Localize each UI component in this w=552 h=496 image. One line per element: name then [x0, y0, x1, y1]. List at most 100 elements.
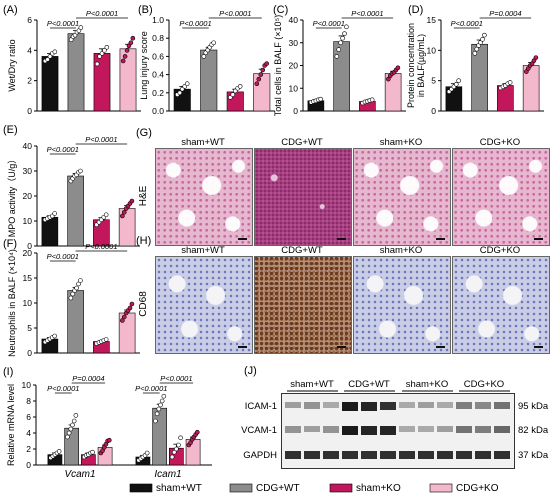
chart-d: (D) 0 5 10 15 Protein concentration in BALF(µg…: [406, 4, 544, 116]
data-point: [201, 54, 207, 59]
blot-band: [437, 426, 453, 433]
x-tick-label: Vcam1: [64, 469, 95, 480]
data-point: [103, 212, 109, 218]
data-point: [340, 35, 345, 41]
data-point: [178, 435, 183, 441]
legend-swatch: [329, 483, 353, 493]
p-value-label: P<0.0001: [47, 252, 79, 261]
bar-cdg-wt: [64, 427, 79, 466]
column-label: sham+WT: [181, 137, 225, 148]
y-axis-label: Protein concentration: [406, 23, 416, 108]
cd68-scalebar-3: [436, 346, 445, 348]
he-image-sham-wt: [155, 148, 253, 246]
p-value-label: P<0.0001: [47, 384, 79, 393]
data-point: [127, 305, 133, 311]
data-point: [70, 291, 76, 297]
data-point: [94, 61, 100, 67]
bar-cdg-ko: [97, 447, 113, 466]
data-point: [342, 31, 347, 36]
y-tick-label: 30: [23, 166, 33, 176]
data-point: [104, 44, 110, 50]
data-point: [120, 318, 125, 323]
blot-band: [361, 426, 377, 435]
data-point: [56, 449, 62, 454]
y-tick-label: 0: [26, 460, 31, 470]
blot-band: [323, 402, 339, 409]
data-point: [453, 82, 459, 87]
data-point: [474, 46, 480, 52]
data-point: [90, 449, 95, 455]
y-tick-label: 20: [289, 61, 299, 71]
data-point: [47, 54, 53, 59]
column-label: CDG+KO: [480, 137, 520, 148]
data-point: [158, 402, 163, 408]
blot-band: [323, 426, 339, 433]
data-point: [338, 40, 343, 46]
he-image-cdg-wt: [254, 148, 352, 246]
data-point: [472, 51, 478, 56]
data-point: [128, 40, 134, 46]
data-point: [336, 47, 342, 52]
data-point: [154, 411, 160, 417]
blot-band: [304, 402, 320, 409]
p-value-label: P<0.0001: [85, 135, 117, 144]
blot-kda-label: 82 kDa: [518, 425, 549, 436]
blot-band: [475, 426, 491, 433]
data-point: [70, 422, 75, 428]
data-point: [45, 57, 50, 62]
he-scalebar-3: [436, 238, 445, 240]
p-value-label: P<0.0001: [135, 384, 167, 393]
panel-label: (B): [138, 4, 153, 16]
y-tick-label: 6: [26, 412, 31, 422]
blot-band: [418, 451, 434, 460]
y-axis-label: Relative mRNA level: [6, 384, 16, 466]
he-scalebar-1: [238, 238, 247, 240]
bar-cdg-ko: [119, 48, 137, 112]
blot-band: [399, 451, 415, 460]
data-point: [260, 67, 266, 73]
blot-band: [456, 402, 472, 409]
y-axis-label: in BALF(µg/mL): [416, 34, 426, 97]
data-point: [177, 90, 183, 96]
panel-label: (H): [136, 235, 151, 247]
column-label: CDG+KO: [480, 245, 520, 256]
legend-swatch: [129, 483, 153, 493]
legend-swatch: [229, 483, 253, 493]
p-value-label: P<0.0001: [219, 9, 251, 18]
panel-label: (J): [244, 365, 257, 377]
cd68-image-sham-wt: [155, 256, 253, 354]
blot-band: [456, 426, 472, 434]
data-point: [78, 168, 83, 174]
data-point: [369, 97, 375, 103]
data-point: [395, 65, 401, 71]
he-scalebar-2: [337, 238, 346, 240]
cd68-scalebar-2: [337, 346, 346, 348]
panel-label: (G): [136, 127, 152, 139]
bar-sham-ko: [226, 91, 244, 112]
p-value-label: P<0.0001: [47, 19, 79, 28]
cd68-scalebar-4: [534, 346, 543, 348]
p-value-label: P<0.0001: [451, 19, 483, 28]
data-point: [159, 398, 165, 404]
data-point: [171, 449, 177, 455]
y-tick-label: 10: [23, 298, 33, 308]
y-tick-label: 0: [27, 106, 32, 116]
p-value-label: P<0.0001: [179, 19, 211, 28]
data-point: [68, 295, 74, 301]
lane-group-label: CDG+KO: [464, 379, 504, 390]
y-tick-label: 20: [23, 248, 33, 258]
data-point: [103, 337, 109, 342]
data-point: [237, 84, 243, 89]
data-point: [78, 25, 84, 30]
data-point: [129, 198, 135, 204]
data-point: [318, 96, 323, 102]
data-point: [78, 278, 83, 283]
y-tick-label: 10: [22, 380, 32, 390]
data-point: [124, 48, 130, 53]
data-point: [52, 211, 57, 216]
blot-kda-label: 37 kDa: [518, 450, 549, 461]
data-point: [230, 92, 236, 97]
data-point: [120, 213, 125, 219]
